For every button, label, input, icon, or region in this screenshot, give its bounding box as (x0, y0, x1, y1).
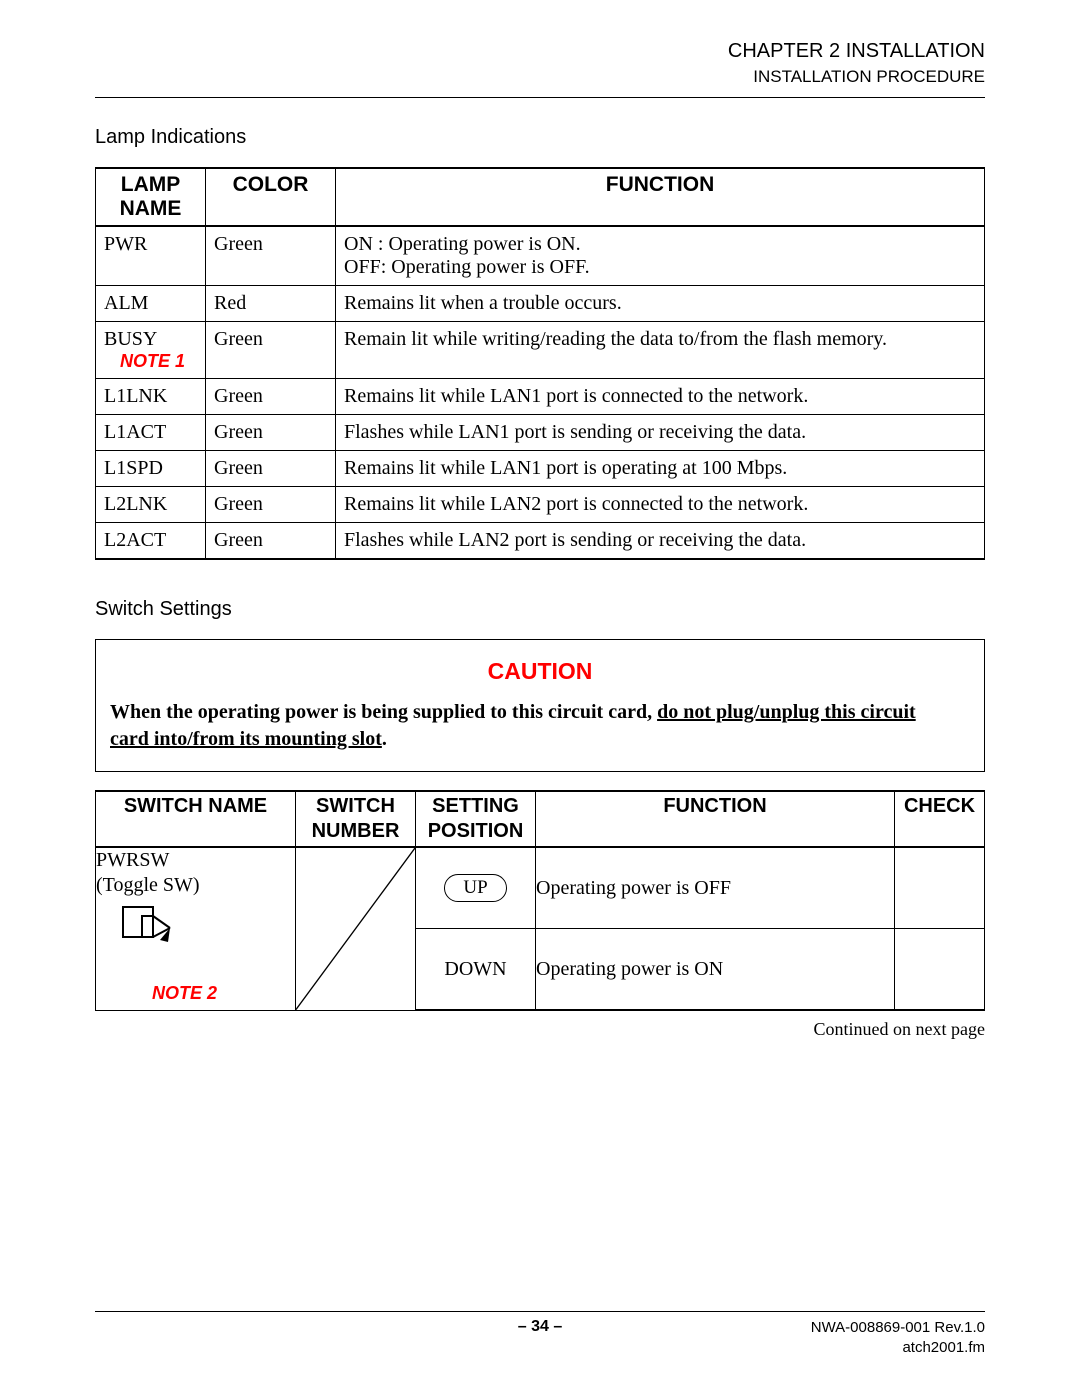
page-footer: – 34 – NWA-008869-001 Rev.1.0 atch2001.f… (95, 1311, 985, 1357)
footer-filename: atch2001.fm (902, 1339, 985, 1356)
footer-rule (95, 1311, 985, 1312)
lamp-name-cell: L1LNK (96, 379, 206, 415)
header-rule (95, 97, 985, 98)
lamp-name-cell: L1SPD (96, 451, 206, 487)
switch-table-header-name: SWITCH NAME (96, 791, 296, 847)
switch-name-cell: PWRSW (Toggle SW) NOTE 2 (96, 847, 296, 1010)
chapter-title: CHAPTER 2 INSTALLATION (95, 40, 985, 63)
function-up: Operating power is OFF (536, 847, 895, 929)
document-page: CHAPTER 2 INSTALLATION INSTALLATION PROC… (0, 0, 1080, 1397)
lamp-name-cell: PWR (96, 226, 206, 286)
toggle-switch-icon (122, 906, 295, 956)
section-lamp-indications-title: Lamp Indications (95, 126, 985, 149)
check-down (895, 929, 985, 1011)
page-header: CHAPTER 2 INSTALLATION INSTALLATION PROC… (95, 40, 985, 87)
lamp-function-cell: Remains lit while LAN2 port is connected… (336, 487, 985, 523)
lamp-name-cell: L2LNK (96, 487, 206, 523)
switch-table-header-number: SWITCHNUMBER (296, 791, 416, 847)
lamp-table-row: L1SPDGreenRemains lit while LAN1 port is… (96, 451, 985, 487)
lamp-color-cell: Green (206, 487, 336, 523)
switch-settings-table: SWITCH NAME SWITCHNUMBER SETTINGPOSITION… (95, 790, 985, 1011)
lamp-name-cell: ALM (96, 286, 206, 322)
caution-title: CAUTION (110, 658, 970, 685)
setting-position-up: UP (416, 847, 536, 929)
lamp-color-cell: Green (206, 379, 336, 415)
setting-position-down: DOWN (416, 929, 536, 1011)
lamp-function-cell: Remains lit while LAN1 port is operating… (336, 451, 985, 487)
lamp-table-header-function: FUNCTION (336, 168, 985, 226)
lamp-table-header-name: LAMPNAME (96, 168, 206, 226)
lamp-table-row: L1LNKGreenRemains lit while LAN1 port is… (96, 379, 985, 415)
lamp-color-cell: Green (206, 451, 336, 487)
caution-box: CAUTION When the operating power is bein… (95, 639, 985, 772)
lamp-function-cell: Flashes while LAN2 port is sending or re… (336, 523, 985, 560)
switch-name-line2: (Toggle SW) (96, 874, 200, 896)
footer-doc-id: NWA-008869-001 Rev.1.0 (811, 1319, 985, 1336)
lamp-table-row: L1ACTGreenFlashes while LAN1 port is sen… (96, 415, 985, 451)
lamp-function-cell: Remains lit when a trouble occurs. (336, 286, 985, 322)
section-switch-settings-title: Switch Settings (95, 598, 985, 621)
lamp-table-row: L2ACTGreenFlashes while LAN2 port is sen… (96, 523, 985, 560)
lamp-color-cell: Green (206, 523, 336, 560)
page-number: – 34 – (389, 1318, 692, 1357)
lamp-table-row: ALMRedRemains lit when a trouble occurs. (96, 286, 985, 322)
switch-table-header-function: FUNCTION (536, 791, 895, 847)
lamp-name-cell: L2ACT (96, 523, 206, 560)
lamp-note-label: NOTE 1 (104, 351, 197, 372)
lamp-table-row: L2LNKGreenRemains lit while LAN2 port is… (96, 487, 985, 523)
lamp-indications-table: LAMPNAME COLOR FUNCTION PWRGreenON : Ope… (95, 167, 985, 560)
continued-label: Continued on next page (95, 1019, 985, 1040)
lamp-name-cell: BUSYNOTE 1 (96, 322, 206, 379)
lamp-color-cell: Green (206, 322, 336, 379)
switch-name-line1: PWRSW (96, 849, 169, 871)
lamp-table-row: BUSYNOTE 1GreenRemain lit while writing/… (96, 322, 985, 379)
lamp-table-row: PWRGreenON : Operating power is ON.OFF: … (96, 226, 985, 286)
lamp-function-cell: Remains lit while LAN1 port is connected… (336, 379, 985, 415)
lamp-table-header-color: COLOR (206, 168, 336, 226)
switch-note-2: NOTE 2 (152, 983, 217, 1004)
switch-table-header-check: CHECK (895, 791, 985, 847)
lamp-name-cell: L1ACT (96, 415, 206, 451)
caution-text: When the operating power is being suppli… (110, 699, 970, 753)
lamp-function-cell: Flashes while LAN1 port is sending or re… (336, 415, 985, 451)
lamp-color-cell: Red (206, 286, 336, 322)
lamp-function-cell: ON : Operating power is ON.OFF: Operatin… (336, 226, 985, 286)
switch-table-header-position: SETTINGPOSITION (416, 791, 536, 847)
header-subtitle: INSTALLATION PROCEDURE (95, 67, 985, 87)
check-up (895, 847, 985, 929)
function-down: Operating power is ON (536, 929, 895, 1011)
lamp-function-cell: Remain lit while writing/reading the dat… (336, 322, 985, 379)
lamp-color-cell: Green (206, 226, 336, 286)
lamp-color-cell: Green (206, 415, 336, 451)
switch-number-diagonal-cell (296, 847, 416, 1010)
